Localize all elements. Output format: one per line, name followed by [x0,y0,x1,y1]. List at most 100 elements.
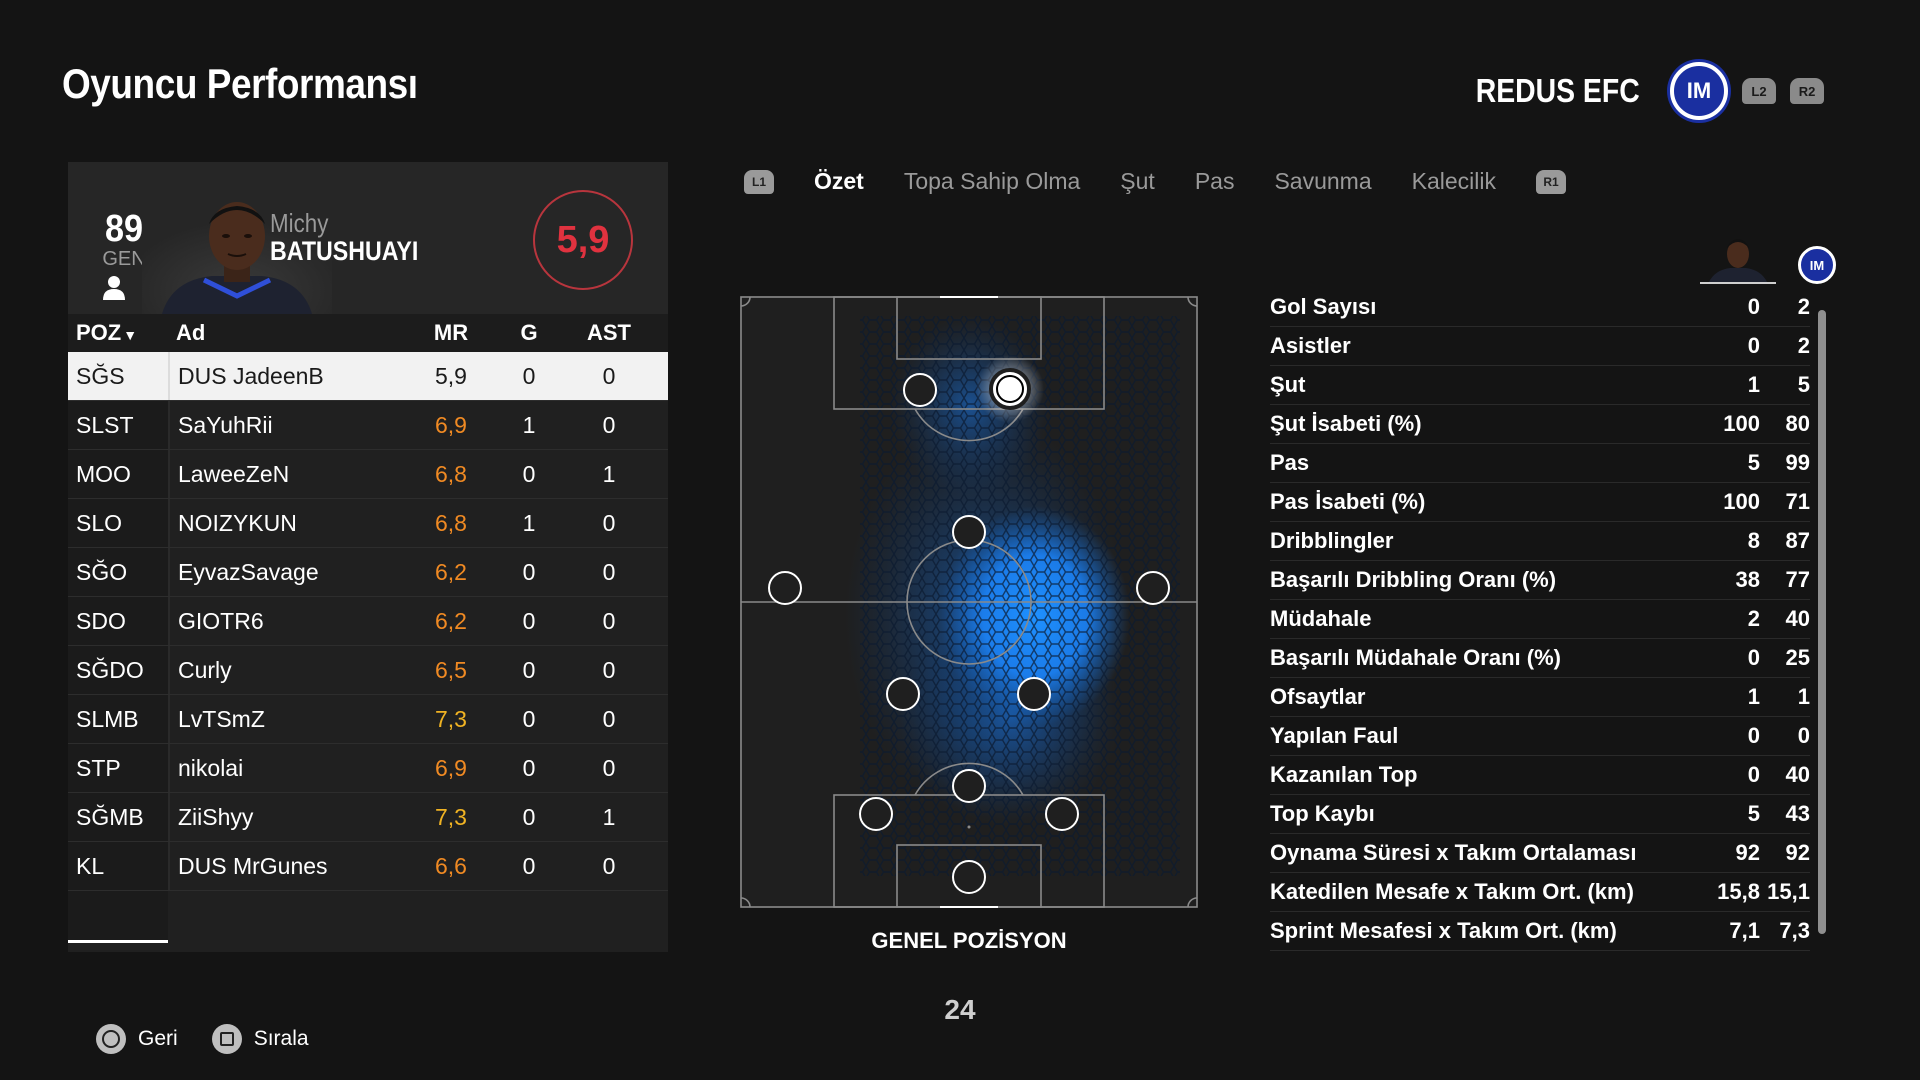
sort-label[interactable]: Sırala [253,1027,309,1050]
l2-button-icon[interactable]: L2 [1742,78,1776,104]
stat-row: Şut 1 5 [1270,366,1810,405]
circle-button-icon[interactable] [96,1024,126,1054]
row-pos: SLO [68,499,168,547]
stat-team-value: 92 [1785,840,1810,865]
header-name[interactable]: Ad [176,320,206,345]
stat-row: Pas İsabeti (%) 100 71 [1270,483,1810,522]
stat-team-value: 40 [1785,606,1810,631]
player-first-name: Michy [270,208,329,238]
row-mr: 6,5 [435,656,467,683]
stat-row: Top Kaybı 5 43 [1270,795,1810,834]
stat-label: Pas İsabeti (%) [1270,489,1426,514]
table-row[interactable]: SDO GIOTR6 6,2 0 0 [68,597,668,646]
stat-team-value: 40 [1785,762,1810,787]
row-ast: 0 [602,411,616,438]
tab-sut[interactable]: Şut [1120,168,1155,194]
tab-savunma[interactable]: Savunma [1274,168,1372,194]
l1-button-icon[interactable]: L1 [744,169,774,194]
stats-list: Gol Sayısı 0 2 Asistler 0 2 Şut 1 5 Şut İsabet… [1270,288,1810,951]
stat-team-value: 15,1 [1767,879,1810,904]
header-pos[interactable]: POZ ▼ [68,320,168,346]
square-button-icon[interactable] [211,1024,242,1054]
row-g: 0 [522,705,536,732]
header-ast[interactable]: AST [587,320,631,345]
teammate-marker [952,769,986,803]
table-row[interactable]: MOO LaweeZeN 6,8 0 1 [68,450,668,499]
teammate-marker [952,515,986,549]
compare-header: IM [1700,234,1836,284]
stat-player-value: 2 [1747,606,1760,631]
row-g: 1 [522,411,536,438]
stats-scrollbar[interactable] [1818,310,1826,934]
r1-button-icon[interactable]: R1 [1536,169,1566,194]
stat-team-value: 0 [1797,723,1810,748]
stat-label: Top Kaybı [1270,801,1375,826]
pitch-caption: GENEL POZİSYON [871,928,1067,953]
row-pos: SDO [68,597,168,645]
player-overall: 89 GEN [92,210,156,270]
stat-player-value: 100 [1723,411,1760,436]
footer-controls: Geri Sırala [96,1024,331,1054]
row-name: Curly [168,646,412,694]
stat-row: Pas 5 99 [1270,444,1810,483]
table-row[interactable]: SĞO EyvazSavage 6,2 0 0 [68,548,668,597]
row-g: 0 [522,803,536,830]
player-list-panel: 89 GEN [68,162,668,952]
r2-button-icon[interactable]: R2 [1790,78,1824,104]
stat-row: Dribblingler 8 87 [1270,522,1810,561]
stat-label: Şut [1270,372,1306,397]
table-row[interactable]: SLST SaYuhRii 6,9 1 0 [68,401,668,450]
row-name: nikolai [168,744,412,792]
table-row[interactable]: KL DUS MrGunes 6,6 0 0 [68,842,668,891]
row-pos: SĞO [68,548,168,596]
tab-ozet[interactable]: Özet [814,168,864,194]
row-name: ZiiShyy [168,793,412,841]
team-name: REDUS EFC [1476,72,1640,109]
player-card: 89 GEN [68,162,668,314]
table-row[interactable]: SĞMB ZiiShyy 7,3 0 1 [68,793,668,842]
row-ast: 0 [602,362,616,389]
row-name: DUS JadeenB [168,352,412,400]
row-ast: 0 [602,558,616,585]
row-name: SaYuhRii [168,401,412,449]
table-row[interactable]: SLO NOIZYKUN 6,8 1 0 [68,499,668,548]
row-ast: 0 [602,754,616,781]
row-name: DUS MrGunes [168,842,412,890]
stat-player-value: 0 [1747,762,1760,787]
stat-player-value: 1 [1747,684,1760,709]
header-mr[interactable]: MR [433,320,469,345]
row-g: 1 [522,509,536,536]
table-row[interactable]: STP nikolai 6,9 0 0 [68,744,668,793]
table-row[interactable]: SĞDO Curly 6,5 0 0 [68,646,668,695]
row-ast: 0 [602,656,616,683]
header-g[interactable]: G [520,320,538,345]
stat-player-value: 38 [1735,567,1760,592]
stat-team-value: 87 [1785,528,1810,553]
row-ast: 0 [602,852,616,879]
row-g: 0 [522,754,536,781]
row-name: LaweeZeN [168,450,412,498]
row-pos: MOO [68,450,168,498]
stat-team-value: 2 [1797,333,1810,358]
row-g: 0 [522,656,536,683]
row-pos: SĞDO [68,646,168,694]
row-ast: 0 [602,509,616,536]
stat-row: Şut İsabeti (%) 100 80 [1270,405,1810,444]
table-row[interactable]: SĞS DUS JadeenB 5,9 0 0 [68,352,668,401]
stat-team-value: 43 [1785,801,1810,826]
tab-topa-sahip-olma[interactable]: Topa Sahip Olma [903,168,1081,194]
row-mr: 6,2 [435,607,467,634]
row-pos: KL [68,842,168,890]
tab-kalecilik[interactable]: Kalecilik [1411,168,1496,194]
tab-pas[interactable]: Pas [1194,168,1235,194]
stat-label: Oynama Süresi x Takım Ortalaması [1270,840,1637,865]
back-label[interactable]: Geri [138,1027,178,1050]
table-row[interactable]: SLMB LvTSmZ 7,3 0 0 [68,695,668,744]
table-empty-row [68,891,668,943]
teammate-marker [1017,677,1051,711]
stat-label: Başarılı Müdahale Oranı (%) [1270,645,1561,670]
row-name: LvTSmZ [168,695,412,743]
stat-team-value: 80 [1785,411,1810,436]
player-mini-portrait [1700,234,1776,284]
row-pos: SLMB [68,695,168,743]
